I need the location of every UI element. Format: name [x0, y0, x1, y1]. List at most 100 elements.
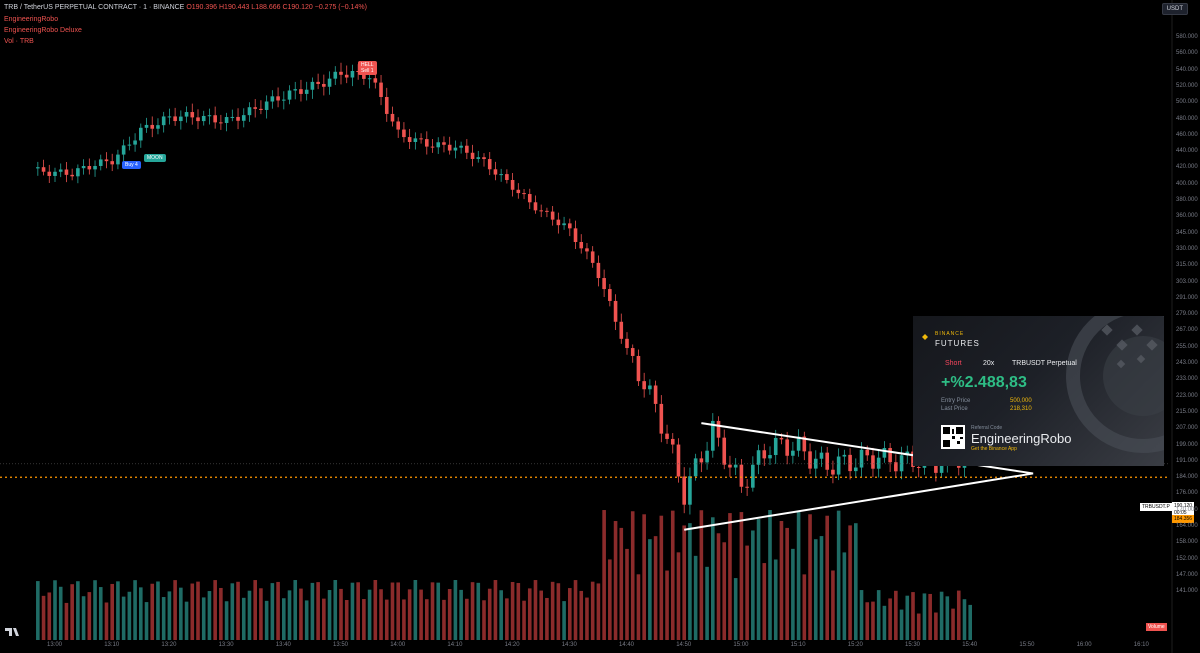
candle-body: [425, 139, 429, 147]
candle-body: [270, 96, 275, 102]
indicator-engineeringrobo[interactable]: EngineeringRobo: [4, 16, 59, 23]
hell-sub-label: Sell 1: [361, 68, 374, 74]
volume-bar: [344, 600, 349, 640]
volume-bar: [585, 597, 589, 640]
candle-body: [430, 146, 435, 148]
candle-body: [127, 144, 132, 146]
candle-body: [419, 138, 423, 140]
volume-bar: [831, 570, 835, 640]
candle-body: [133, 140, 137, 145]
candle-body: [499, 174, 503, 176]
candle-body: [161, 116, 166, 126]
candle-body: [579, 242, 584, 249]
candle-body: [304, 89, 309, 94]
candle-body: [636, 355, 641, 382]
price-axis-label: 267.000: [1176, 327, 1198, 334]
candle-body: [728, 464, 732, 468]
candle-body: [293, 89, 298, 91]
volume-bar: [836, 510, 841, 640]
price-axis-label: 147.000: [1176, 571, 1198, 578]
volume-bar: [58, 586, 63, 640]
candle-body: [447, 144, 452, 151]
volume-bar: [241, 597, 246, 640]
volume-bar: [419, 589, 423, 640]
candle-body: [93, 165, 97, 170]
candle-body: [179, 116, 183, 122]
candle-body: [665, 433, 669, 439]
price-axis-label: 330.000: [1176, 245, 1198, 252]
volume-bar: [156, 581, 160, 640]
candle-body: [241, 115, 246, 121]
volume-bar: [665, 570, 669, 640]
candle-body: [219, 122, 223, 124]
volume-bar: [630, 511, 635, 640]
candle-body: [705, 450, 709, 463]
candle-body: [276, 96, 280, 101]
volume-bar: [854, 523, 858, 640]
time-axis-label: 13:10: [104, 642, 120, 648]
price-axis-label: 164.000: [1176, 523, 1198, 529]
price-axis-label: 580.000: [1176, 34, 1198, 40]
candle-body: [282, 99, 286, 101]
candle-body: [384, 96, 389, 114]
candle-body: [333, 71, 338, 79]
volume-bar: [356, 582, 360, 640]
volume-bar: [596, 583, 601, 640]
price-axis-label: 315.000: [1176, 262, 1198, 269]
volume-bar: [327, 590, 332, 640]
volume-bar: [133, 580, 137, 640]
candle-body: [41, 167, 46, 172]
volume-bar: [745, 545, 749, 640]
candle-body: [379, 82, 383, 97]
candle-body: [716, 420, 721, 438]
candle-body: [87, 166, 92, 170]
volume-bar: [905, 595, 910, 640]
candle-body: [539, 210, 543, 212]
volume-bar: [573, 580, 578, 640]
time-axis-label: 14:30: [561, 642, 577, 648]
volume-bar: [179, 587, 183, 640]
volume-bar: [813, 539, 818, 640]
card-pair: TRBUSDT Perpetual: [1012, 360, 1077, 367]
candle-body: [407, 137, 412, 142]
volume-bar: [201, 597, 206, 640]
candle-body: [505, 174, 509, 180]
volume-bar: [768, 510, 772, 640]
volume-bar: [545, 597, 549, 640]
volume-bar: [894, 590, 898, 640]
card-decoration: [922, 316, 1164, 453]
price-axis-label: 233.000: [1176, 376, 1198, 383]
volume-bar: [207, 591, 212, 640]
indicator-engineeringrobo-deluxe[interactable]: EngineeringRobo Deluxe: [4, 27, 82, 34]
candle-body: [819, 452, 824, 459]
candle-body: [104, 159, 109, 162]
volume-bar: [762, 563, 767, 640]
candle-body: [247, 107, 252, 116]
candle-body: [47, 171, 52, 176]
chart-header: TRB / TetherUS PERPETUAL CONTRACT · 1 · …: [4, 4, 367, 11]
time-axis-label: 16:10: [1133, 642, 1149, 648]
candle-body: [745, 486, 749, 488]
candle-body: [573, 228, 578, 243]
volume-bar: [819, 536, 824, 640]
indicator-volume[interactable]: Vol · TRB: [4, 38, 34, 45]
candle-body: [322, 83, 326, 87]
candle-body: [556, 219, 561, 226]
symbol-title[interactable]: TRB / TetherUS PERPETUAL CONTRACT · 1 · …: [4, 4, 185, 11]
candle-body: [648, 385, 652, 390]
volume-bar: [161, 597, 166, 640]
currency-selector[interactable]: USDT: [1161, 3, 1188, 15]
candle-body: [264, 101, 269, 110]
candle-body: [882, 448, 887, 458]
entry-price-label: Entry Price: [941, 398, 971, 404]
candle-body: [659, 403, 664, 434]
volume-bar: [579, 590, 584, 640]
volume-bar: [264, 600, 269, 640]
volume-bar: [802, 574, 807, 640]
candle-body: [167, 116, 172, 118]
candle-body: [762, 450, 767, 459]
volume-bar: [167, 591, 172, 640]
candle-body: [493, 169, 498, 175]
volume-bar: [842, 552, 847, 640]
